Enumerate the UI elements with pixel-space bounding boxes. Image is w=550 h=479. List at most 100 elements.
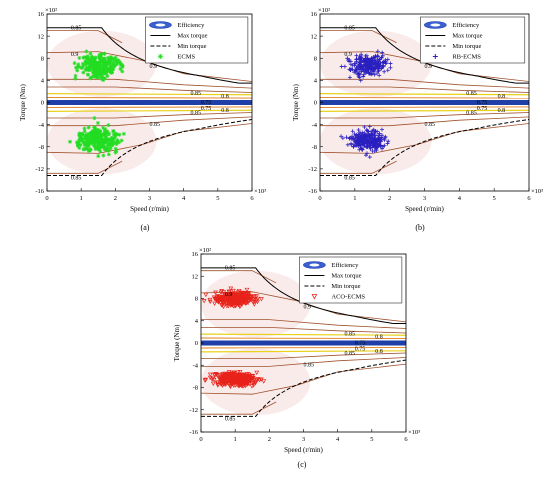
contour-label: 0.85: [344, 176, 355, 182]
data-point: [96, 139, 101, 144]
data-point: [362, 140, 367, 145]
x-tick-label: 1: [234, 436, 237, 443]
data-point: [74, 65, 79, 70]
data-point: [379, 66, 384, 71]
efficiency-contour-5: [47, 116, 252, 127]
efficiency-contour-6: [201, 352, 406, 359]
data-point: [388, 65, 393, 70]
data-point: [225, 298, 231, 303]
data-point: [358, 65, 363, 70]
data-point: [87, 148, 92, 153]
data-point: [202, 378, 208, 383]
data-point: [210, 381, 216, 387]
data-point: [82, 140, 87, 145]
data-point: [228, 384, 233, 390]
data-point: [345, 142, 350, 147]
data-point: [87, 65, 92, 70]
efficiency-contour-6: [320, 112, 529, 119]
data-point: [229, 302, 235, 308]
data-point: [249, 376, 255, 381]
data-point: [105, 141, 110, 146]
data-point: [373, 53, 378, 58]
data-point: [354, 53, 359, 58]
data-point: [356, 127, 361, 132]
plot-content: [47, 27, 252, 176]
data-point: [244, 297, 250, 303]
data-point: [93, 62, 98, 67]
legend-label: Efficiency: [452, 22, 480, 29]
band-line-orange-lower: [201, 347, 406, 349]
data-point: [91, 74, 96, 79]
data-point: [201, 299, 207, 304]
data-point: [97, 61, 102, 66]
data-point: [357, 60, 362, 65]
data-point: [106, 57, 111, 62]
data-point: [84, 139, 89, 144]
data-point: [371, 144, 376, 149]
data-point: [218, 290, 224, 295]
contour-label: 0.75: [201, 100, 212, 106]
data-point: [100, 69, 105, 74]
data-point: [99, 139, 104, 144]
data-point: [370, 137, 375, 142]
legend-label: Max torque: [177, 33, 207, 40]
data-point: [251, 297, 257, 302]
data-point: [360, 138, 365, 143]
data-point: [96, 154, 101, 159]
data-point: [361, 64, 366, 69]
data-point: [97, 144, 102, 149]
figure-caption: (a): [141, 223, 150, 232]
y-tick-label: -8: [312, 144, 317, 151]
data-point: [93, 55, 98, 60]
data-point: [375, 129, 380, 134]
data-point: [95, 130, 100, 135]
data-point: [357, 130, 362, 135]
efficiency-contour-4: [47, 123, 252, 154]
data-point: [81, 55, 86, 60]
data-point: [101, 125, 106, 130]
data-point: [372, 72, 377, 77]
data-point: [106, 148, 111, 153]
data-point: [375, 57, 380, 62]
data-point: [106, 143, 111, 148]
y-tick-label: -8: [39, 144, 44, 151]
efficiency-contour-3: [47, 86, 252, 93]
data-point: [91, 69, 96, 74]
data-point: [109, 139, 114, 144]
data-point: [89, 135, 94, 140]
data-point: [110, 56, 115, 61]
data-point: [108, 64, 113, 69]
data-point: [98, 149, 103, 154]
data-point: [106, 68, 111, 73]
contour-label: 0.75: [201, 106, 212, 112]
data-point: [215, 374, 221, 379]
data-point: [78, 133, 83, 138]
efficiency-contour-2: [320, 78, 529, 89]
data-point: [93, 140, 98, 145]
data-point: [339, 134, 344, 139]
data-point: [382, 135, 387, 140]
data-point: [95, 127, 100, 132]
data-point: [261, 379, 267, 384]
min-torque-curve: [47, 119, 252, 176]
data-point: [253, 379, 259, 384]
x-tick-label: 1: [353, 195, 356, 202]
data-point: [80, 132, 85, 137]
data-point: [358, 78, 363, 83]
data-point: [245, 371, 250, 377]
data-point: [117, 59, 122, 64]
efficiency-contour-outer-lower: [320, 160, 397, 174]
legend-label: RB-ECMS: [452, 54, 481, 61]
data-point: [109, 137, 114, 142]
data-point: [96, 147, 101, 152]
data-point: [115, 139, 120, 144]
y-tick-label: 16: [38, 11, 45, 18]
y-axis-label: Torque (Nm): [19, 84, 27, 121]
data-point: [113, 55, 118, 60]
data-point: [101, 132, 106, 137]
data-point: [92, 125, 97, 130]
data-point: [237, 304, 243, 310]
band-low-efficiency: [320, 100, 529, 105]
x-multiplier: ×10³: [408, 429, 420, 436]
data-point: [385, 68, 390, 73]
